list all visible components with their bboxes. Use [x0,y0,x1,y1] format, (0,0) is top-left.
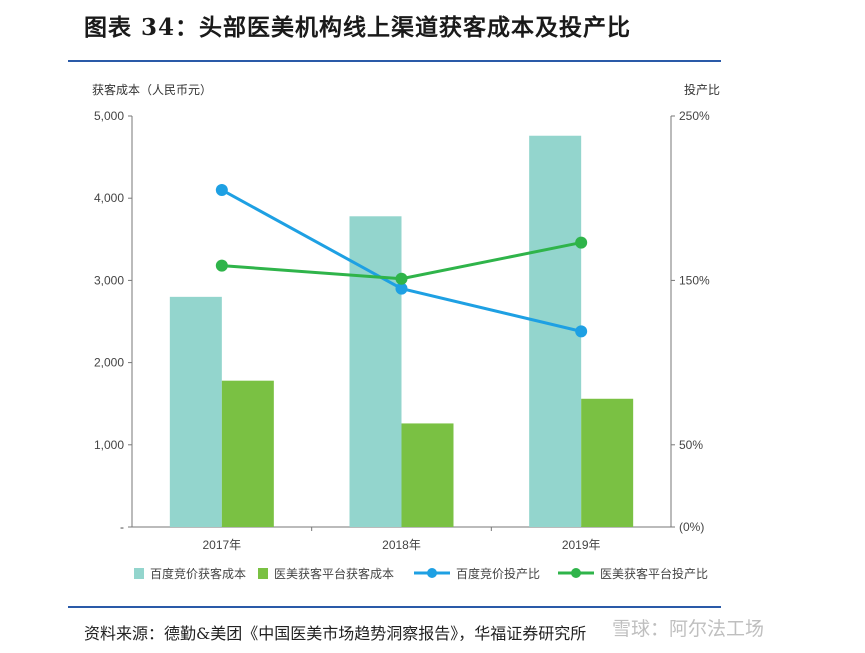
top-rule [68,60,721,62]
data-point [215,259,228,272]
x-tick-label: 2019年 [562,538,601,552]
bar [581,398,634,527]
legend-label: 医美获客平台投产比 [600,566,708,581]
source-note: 资料来源：德勤&美团《中国医美市场趋势洞察报告》，华福证券研究所 [84,624,587,643]
watermark: 雪球：阿尔法工场 [612,618,765,640]
legend-label: 百度竞价投产比 [456,566,540,581]
bar [221,380,274,527]
legend-label: 百度竞价获客成本 [150,566,246,581]
legend-marker [571,568,581,578]
legend-swatch [258,568,268,579]
x-tick-label: 2017年 [202,538,241,552]
left-tick-label: 3,000 [94,273,124,287]
left-tick-label: - [120,520,124,534]
right-tick-label: 250% [679,109,710,123]
chart-title: 图表 34：头部医美机构线上渠道获客成本及投产比 [84,14,632,41]
left-tick-label: 5,000 [94,109,124,123]
legend-label: 医美获客平台获客成本 [274,566,394,581]
bar [349,216,402,527]
data-point [395,282,408,295]
right-tick-label: 150% [679,273,710,287]
left-axis-title: 获客成本（人民币元） [92,82,212,97]
legend-swatch [134,568,144,579]
data-point [215,183,228,196]
bar [401,423,454,527]
right-tick-label: (0%) [679,520,704,534]
right-tick-label: 50% [679,438,703,452]
right-axis-title: 投产比 [684,82,720,97]
x-tick-label: 2018年 [382,538,421,552]
bottom-rule [68,606,721,608]
bar [529,135,582,527]
data-point [395,272,408,285]
left-tick-label: 4,000 [94,191,124,205]
left-tick-label: 1,000 [94,438,124,452]
chart: 获客成本（人民币元） 投产比 - 1,000 2,000 3,000 4,000 5,00… [92,82,720,581]
bar [169,296,222,527]
left-tick-label: 2,000 [94,356,124,370]
legend-marker [427,568,437,578]
data-point [575,236,588,249]
data-point [575,325,588,338]
